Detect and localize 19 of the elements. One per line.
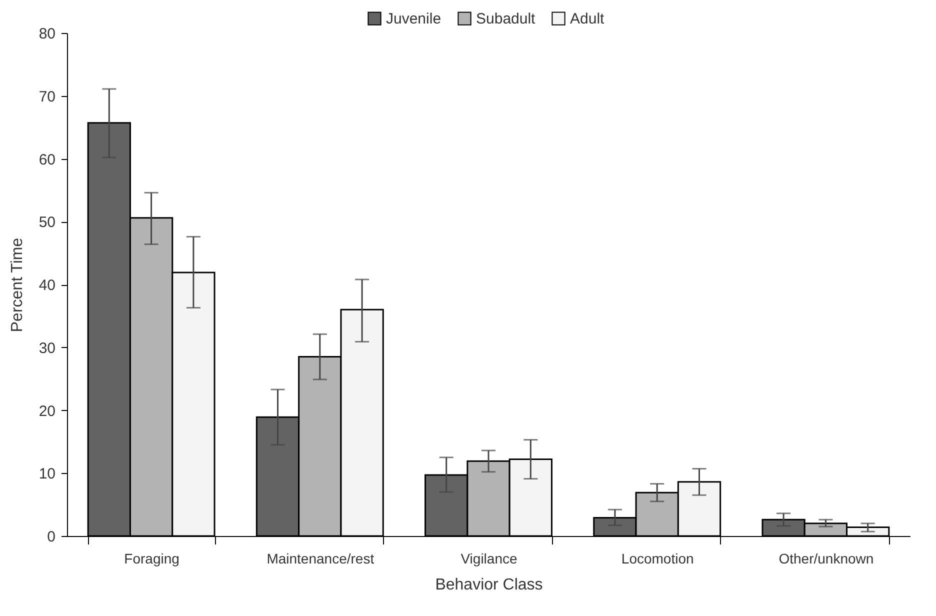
x-tick-label: Maintenance/rest (266, 550, 374, 566)
y-tick-label: 40 (38, 277, 56, 294)
y-tick-label: 50 (38, 214, 56, 232)
y-tick-label: 60 (38, 151, 56, 168)
legend-label: Adult (570, 10, 606, 28)
legend-label: Juvenile (386, 10, 442, 28)
x-tick-label: Other/unknown (778, 550, 874, 566)
y-tick-label: 10 (38, 466, 56, 483)
x-tick-label: Foraging (124, 550, 180, 566)
y-tick-label: 20 (38, 402, 56, 420)
y-tick-label: 30 (38, 340, 56, 357)
legend-label: Subadult (476, 10, 536, 28)
x-axis-title: Behavior Class (435, 576, 543, 594)
y-tick-label: 0 (47, 528, 56, 546)
y-axis-title: Percent Time (8, 238, 26, 332)
x-tick-label: Locomotion (621, 550, 694, 566)
y-tick-label: 80 (38, 26, 56, 42)
y-tick-label: 70 (38, 88, 56, 106)
x-tick-label: Vigilance (460, 550, 518, 566)
